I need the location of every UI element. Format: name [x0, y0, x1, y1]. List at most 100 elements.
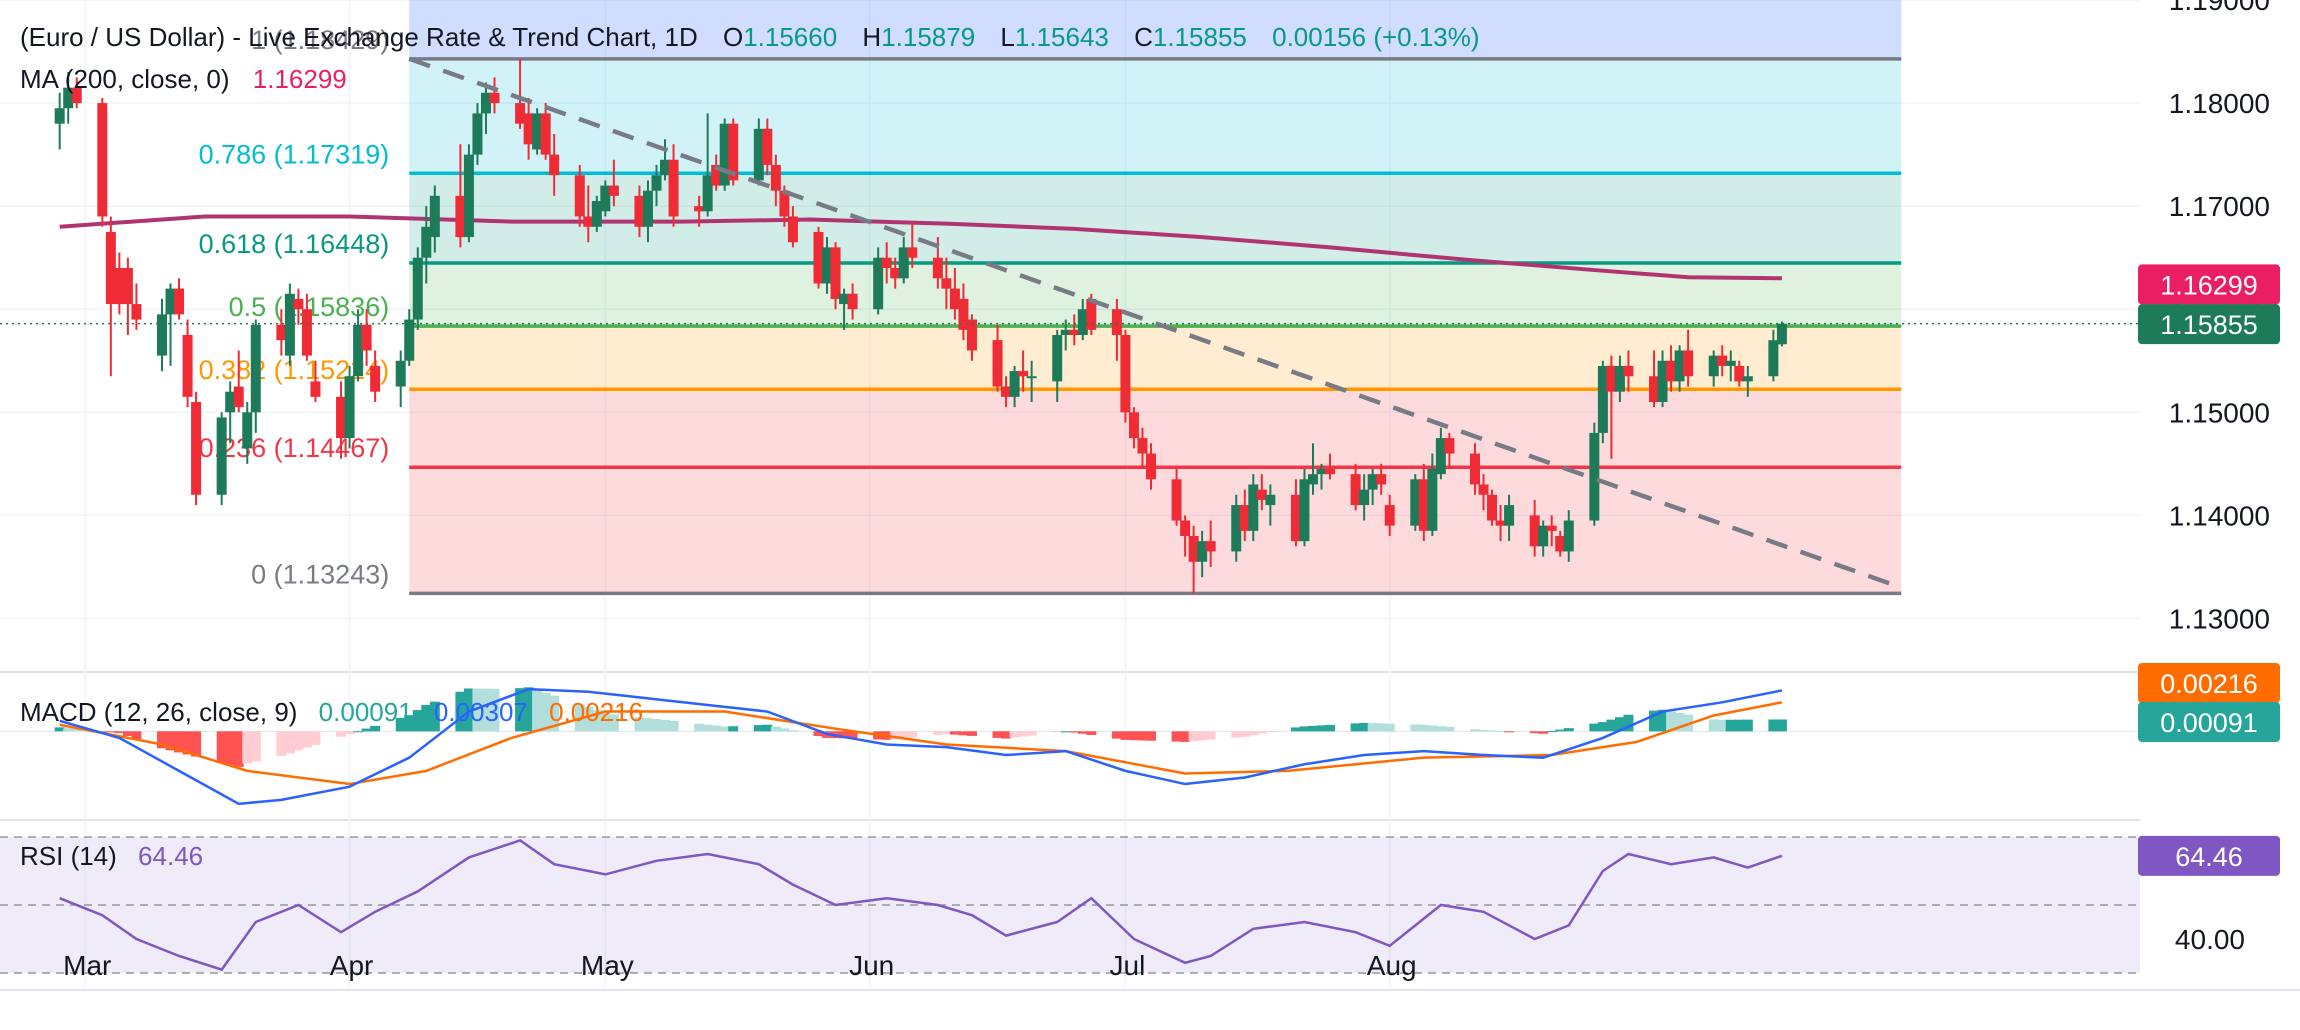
- candle-body: [71, 87, 82, 104]
- candle: [250, 319, 261, 433]
- macd-histogram-bar: [1734, 719, 1745, 732]
- macd-histogram-bar: [1111, 731, 1122, 739]
- macd-histogram-bar: [1197, 731, 1208, 741]
- macd-hist-tag-text: 0.00091: [2160, 708, 2258, 738]
- macd-line: [59, 687, 1783, 806]
- macd-histogram-bar: [608, 714, 619, 732]
- rsi-pane: 40.00: [0, 836, 2245, 974]
- candle: [1768, 329, 1779, 382]
- macd-histogram-bar: [847, 731, 858, 739]
- candle-body: [1597, 365, 1608, 433]
- candle: [1487, 489, 1498, 526]
- macd-histogram-bar: [1239, 731, 1250, 737]
- candle-body: [250, 324, 261, 413]
- candle-body: [293, 298, 304, 310]
- macd-legend[interactable]: MACD (12, 26, close, 9) 0.00091 0.00307 …: [20, 697, 647, 728]
- candle: [907, 221, 918, 268]
- candle: [992, 324, 1003, 392]
- candle: [353, 309, 364, 382]
- candle: [1427, 453, 1438, 536]
- candle-body: [1563, 520, 1574, 552]
- candle: [336, 381, 347, 459]
- macd-histogram-bar: [694, 723, 705, 732]
- macd-histogram-bar: [600, 713, 611, 732]
- macd-histogram-bar: [1649, 710, 1660, 732]
- macd-histogram-bar: [728, 726, 739, 732]
- candle-body: [1683, 350, 1694, 377]
- candle-body: [1427, 469, 1438, 531]
- candle: [1077, 298, 1088, 341]
- candle-body: [463, 154, 474, 238]
- last-price-tag: 1.15855: [2138, 304, 2280, 345]
- macd-histogram-bar: [1435, 726, 1446, 732]
- candle-body: [1205, 541, 1216, 552]
- macd-histogram-bar: [131, 731, 142, 740]
- candle-body: [276, 324, 287, 341]
- macd-histogram-bar: [591, 710, 602, 732]
- time-tick-label: Jul: [1110, 950, 1146, 981]
- candle: [1623, 350, 1634, 392]
- candle: [1060, 319, 1071, 351]
- fibonacci-retracement[interactable]: 1 (1.18429) 0.786 (1.17319) 0.618 (1.16448…: [199, 0, 1902, 596]
- macd-histogram-bar: [310, 731, 321, 745]
- macd-histogram-bar: [165, 731, 176, 751]
- candle: [651, 164, 662, 207]
- candle-body: [1435, 438, 1446, 475]
- macd-histogram-bar: [711, 725, 722, 732]
- macd-line-value: 0.00307: [433, 697, 528, 727]
- time-axis[interactable]: Mar Apr May Jun Jul Aug: [63, 950, 1416, 981]
- macd-histogram-bar: [455, 691, 466, 732]
- macd-histogram-bar: [1708, 719, 1719, 732]
- macd-histogram-bar: [1666, 711, 1677, 732]
- macd-histogram-bar: [634, 717, 645, 732]
- macd-histogram-bar: [284, 731, 295, 754]
- candle-body: [421, 226, 432, 258]
- macd-histogram-bar: [301, 731, 312, 748]
- macd-histogram-bar: [250, 731, 261, 762]
- candle: [600, 180, 611, 217]
- candle-body: [429, 195, 440, 238]
- candle: [480, 82, 491, 134]
- macd-histogram-bar: [1120, 731, 1131, 740]
- candle: [429, 185, 440, 253]
- symbol-title[interactable]: (Euro / US Dollar) - Live Exchange Rate …: [20, 22, 698, 52]
- ma-legend[interactable]: MA (200, close, 0) 1.16299: [20, 64, 351, 95]
- macd-histogram-bar: [642, 718, 653, 732]
- candle-body: [1555, 536, 1566, 552]
- candle: [1376, 463, 1387, 495]
- rsi-legend[interactable]: RSI (14) 64.46: [20, 841, 207, 872]
- candle-body: [233, 386, 244, 408]
- candle: [1299, 469, 1310, 547]
- macd-histogram-bar: [1018, 731, 1029, 737]
- high-value: 1.15879: [881, 22, 976, 52]
- candle: [753, 118, 764, 186]
- candle: [1325, 453, 1336, 480]
- candle-body: [779, 190, 790, 217]
- candle-body: [634, 195, 645, 227]
- ma-price-tag-bg: [2138, 264, 2280, 305]
- macd-histogram-bar: [1001, 731, 1012, 739]
- candle-body: [1290, 494, 1301, 542]
- candle-body: [1742, 376, 1753, 382]
- candle: [949, 268, 960, 320]
- candle: [1256, 474, 1267, 511]
- rsi-value-tag: 64.46: [2138, 835, 2280, 876]
- time-tick-label: Jun: [849, 950, 894, 981]
- time-tick-label: Apr: [330, 950, 374, 981]
- time-tick-label: Mar: [63, 950, 111, 981]
- macd-histogram-bar: [1717, 719, 1728, 732]
- time-tick-label: Aug: [1367, 950, 1417, 981]
- trendline[interactable]: [408, 56, 1903, 590]
- candle: [958, 283, 969, 341]
- candle-body: [873, 257, 884, 310]
- close-label: C: [1134, 22, 1153, 52]
- candle: [489, 77, 500, 114]
- candle: [1538, 520, 1549, 557]
- macd-signal-tag-bg: [2138, 663, 2280, 703]
- candle: [216, 412, 227, 506]
- candle-body: [1060, 329, 1071, 335]
- candle-body: [694, 206, 705, 212]
- candle-body: [591, 201, 602, 227]
- candle: [898, 237, 909, 284]
